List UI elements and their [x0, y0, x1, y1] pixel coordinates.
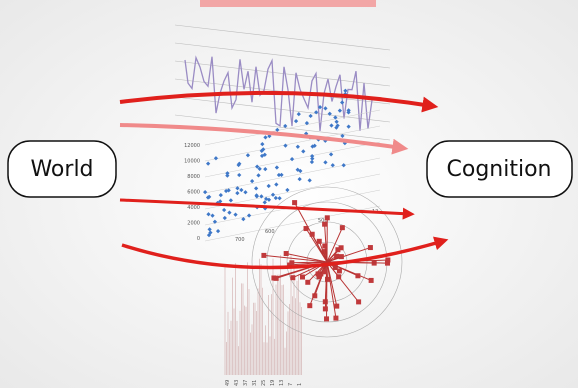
axis-label: 49	[225, 380, 231, 386]
node-point	[340, 225, 345, 230]
axis-label: 4000	[187, 205, 200, 211]
node-point	[289, 260, 294, 265]
axis-label: 1	[297, 383, 303, 386]
node-point	[336, 274, 341, 279]
node-point	[339, 254, 344, 259]
axis-label: 12000	[184, 143, 200, 149]
axis-label: 700	[235, 237, 245, 243]
node-point	[324, 316, 329, 321]
node-point	[284, 251, 289, 256]
top-bar	[200, 0, 376, 7]
node-point	[323, 306, 328, 311]
node-point	[300, 275, 305, 280]
node-point	[310, 232, 315, 237]
node-point	[305, 280, 310, 285]
node-point	[322, 269, 327, 274]
node-point	[369, 278, 374, 283]
axis-label: 37	[243, 380, 249, 386]
node-point	[334, 304, 339, 309]
page: {"nodes": [{"label": "World"}, {"label":…	[0, 0, 578, 388]
node-point	[317, 239, 322, 244]
axis-label: 7	[288, 383, 294, 386]
node-point	[325, 215, 330, 220]
node-point	[290, 275, 295, 280]
axis-label: 43	[234, 380, 240, 386]
axis-label: 600	[265, 229, 275, 235]
axis-label: 19	[270, 380, 276, 386]
node-point	[385, 258, 390, 263]
node-point	[307, 303, 312, 308]
axis-label: 0	[197, 236, 200, 242]
node-point	[333, 316, 338, 321]
node-point	[355, 273, 360, 278]
node-point	[337, 268, 342, 273]
node-label: World	[30, 157, 93, 182]
axis-label: 25	[261, 380, 267, 386]
axis-label: 2000	[187, 221, 200, 227]
axis-label: 31	[252, 380, 258, 386]
node-point	[356, 299, 361, 304]
node-point	[322, 222, 327, 227]
axis-label: 13	[279, 380, 285, 386]
node-point	[335, 247, 340, 252]
node-point	[261, 253, 266, 258]
illustration: 1200010000800060004000200007006005001249…	[0, 0, 578, 388]
node-point	[292, 200, 297, 205]
node-point	[322, 243, 327, 248]
node-point	[317, 274, 322, 279]
axis-label: 8000	[187, 174, 200, 180]
axis-label: 10000	[184, 159, 200, 165]
node-label: Cognition	[447, 157, 552, 182]
axis-label: 6000	[187, 190, 200, 196]
node-point	[368, 245, 373, 250]
node-point	[274, 276, 279, 281]
